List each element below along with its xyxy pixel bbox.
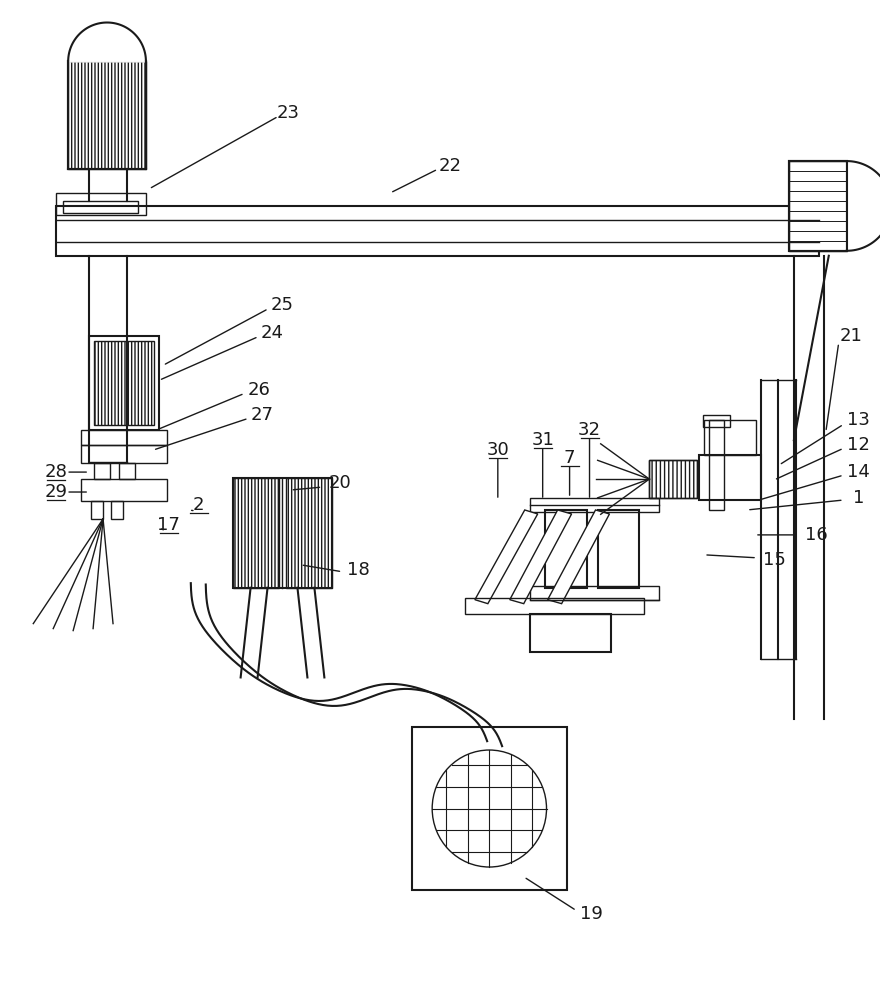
Bar bbox=[286, 478, 332, 588]
Bar bbox=[81, 445, 167, 463]
Bar bbox=[544, 510, 587, 588]
Text: 7: 7 bbox=[564, 449, 575, 467]
Polygon shape bbox=[475, 510, 537, 604]
Bar bbox=[63, 201, 138, 213]
Text: 1: 1 bbox=[853, 489, 864, 507]
Polygon shape bbox=[548, 510, 610, 604]
Text: 25: 25 bbox=[271, 296, 294, 314]
Bar bbox=[81, 479, 167, 501]
Bar bbox=[68, 61, 146, 169]
Text: 16: 16 bbox=[805, 526, 828, 544]
Polygon shape bbox=[510, 510, 572, 604]
Bar bbox=[649, 460, 697, 498]
Text: 19: 19 bbox=[580, 905, 603, 923]
Bar bbox=[111, 501, 123, 519]
Text: 23: 23 bbox=[277, 104, 300, 122]
Bar bbox=[94, 341, 154, 425]
Text: 24: 24 bbox=[261, 324, 284, 342]
Bar bbox=[700, 455, 761, 500]
Bar bbox=[233, 478, 332, 588]
Bar bbox=[465, 598, 644, 614]
Bar bbox=[597, 510, 640, 588]
Bar bbox=[704, 420, 756, 455]
Text: 27: 27 bbox=[251, 406, 274, 424]
Bar bbox=[81, 430, 167, 445]
Bar bbox=[233, 478, 278, 588]
Text: 15: 15 bbox=[763, 551, 785, 569]
Text: 18: 18 bbox=[347, 561, 370, 579]
Text: 31: 31 bbox=[531, 431, 554, 449]
Bar bbox=[709, 420, 724, 510]
Text: 21: 21 bbox=[840, 327, 862, 345]
Text: 2: 2 bbox=[193, 496, 204, 514]
Bar bbox=[788, 161, 847, 251]
Bar bbox=[529, 586, 659, 600]
Bar bbox=[788, 161, 847, 251]
Bar bbox=[56, 193, 146, 215]
Bar bbox=[412, 727, 566, 890]
Text: 28: 28 bbox=[45, 463, 68, 481]
Bar bbox=[529, 498, 659, 512]
Text: 30: 30 bbox=[486, 441, 509, 459]
Bar bbox=[703, 415, 730, 427]
Text: 17: 17 bbox=[158, 516, 181, 534]
Text: 20: 20 bbox=[329, 474, 352, 492]
Bar bbox=[529, 614, 611, 652]
Text: 32: 32 bbox=[578, 421, 601, 439]
Text: 14: 14 bbox=[848, 463, 870, 481]
Text: 22: 22 bbox=[439, 157, 462, 175]
Bar bbox=[788, 161, 847, 251]
Bar bbox=[56, 206, 818, 256]
Bar bbox=[89, 336, 159, 430]
Text: 29: 29 bbox=[45, 483, 68, 501]
Text: 12: 12 bbox=[848, 436, 870, 454]
Text: 13: 13 bbox=[848, 411, 870, 429]
Bar bbox=[94, 463, 110, 479]
Text: 26: 26 bbox=[248, 381, 270, 399]
Bar bbox=[119, 463, 135, 479]
Bar bbox=[68, 61, 146, 169]
Bar bbox=[649, 460, 697, 498]
Bar bbox=[91, 501, 103, 519]
